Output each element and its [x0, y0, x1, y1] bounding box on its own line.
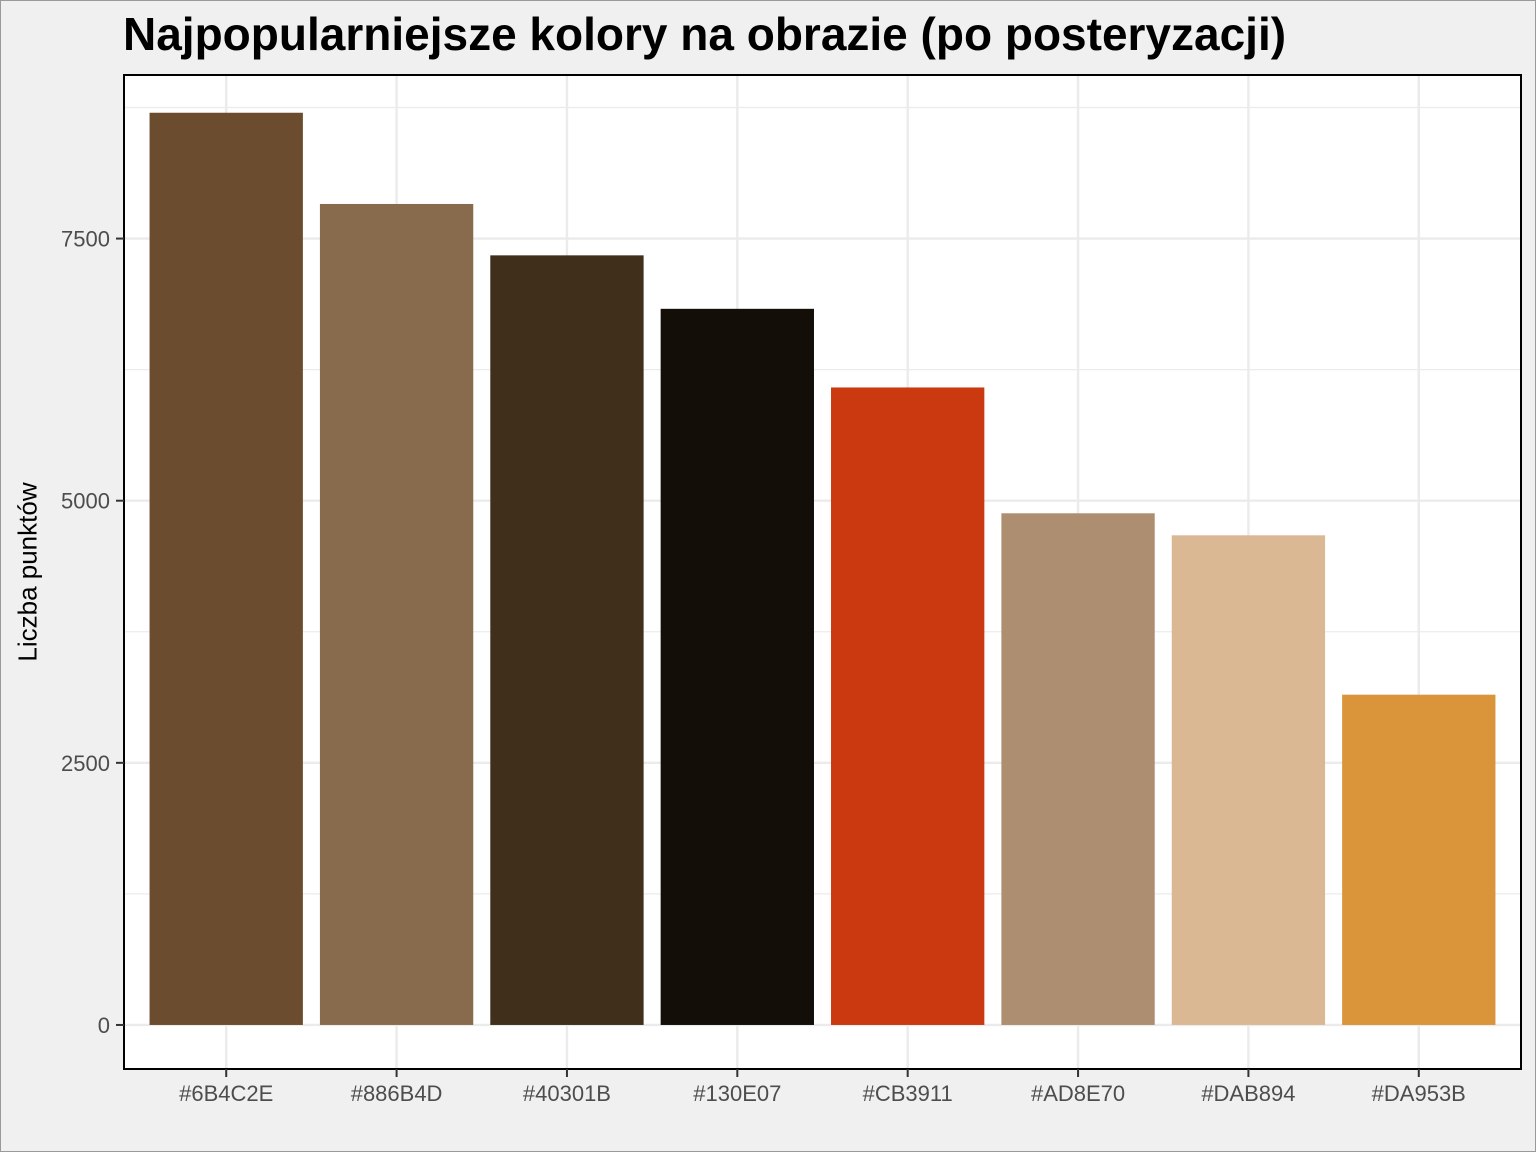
bar: [1001, 513, 1155, 1025]
x-tick-label: #DA953B: [1372, 1081, 1466, 1106]
bar: [1171, 535, 1326, 1025]
bar: [149, 112, 303, 1025]
bar: [1342, 694, 1496, 1025]
bar: [831, 387, 985, 1025]
x-axis: #6B4C2E #886B4D #40301B #130E07 #CB3911 #AD8E…: [179, 1069, 1466, 1106]
x-tick-label: #6B4C2E: [179, 1081, 273, 1106]
bar: [490, 255, 644, 1025]
bar: [660, 308, 814, 1025]
chart-title: Najpopularniejsze kolory na obrazie (po …: [123, 8, 1287, 60]
x-tick-label: #40301B: [523, 1081, 611, 1106]
x-tick-label: #DAB894: [1201, 1081, 1295, 1106]
x-tick-label: #CB3911: [863, 1081, 953, 1106]
bar: [319, 203, 474, 1025]
x-tick-label: #886B4D: [351, 1081, 443, 1106]
y-axis: 0 2500 5000 7500: [61, 227, 124, 1038]
bars: [149, 112, 1496, 1025]
x-tick-label: #AD8E70: [1031, 1081, 1125, 1106]
plot-border: [123, 74, 1522, 1070]
y-tick-label: 0: [98, 1013, 110, 1038]
x-tick-label: #130E07: [693, 1081, 781, 1106]
y-tick-label: 2500: [61, 751, 110, 776]
y-tick-label: 5000: [61, 489, 110, 514]
y-tick-label: 7500: [61, 227, 110, 252]
